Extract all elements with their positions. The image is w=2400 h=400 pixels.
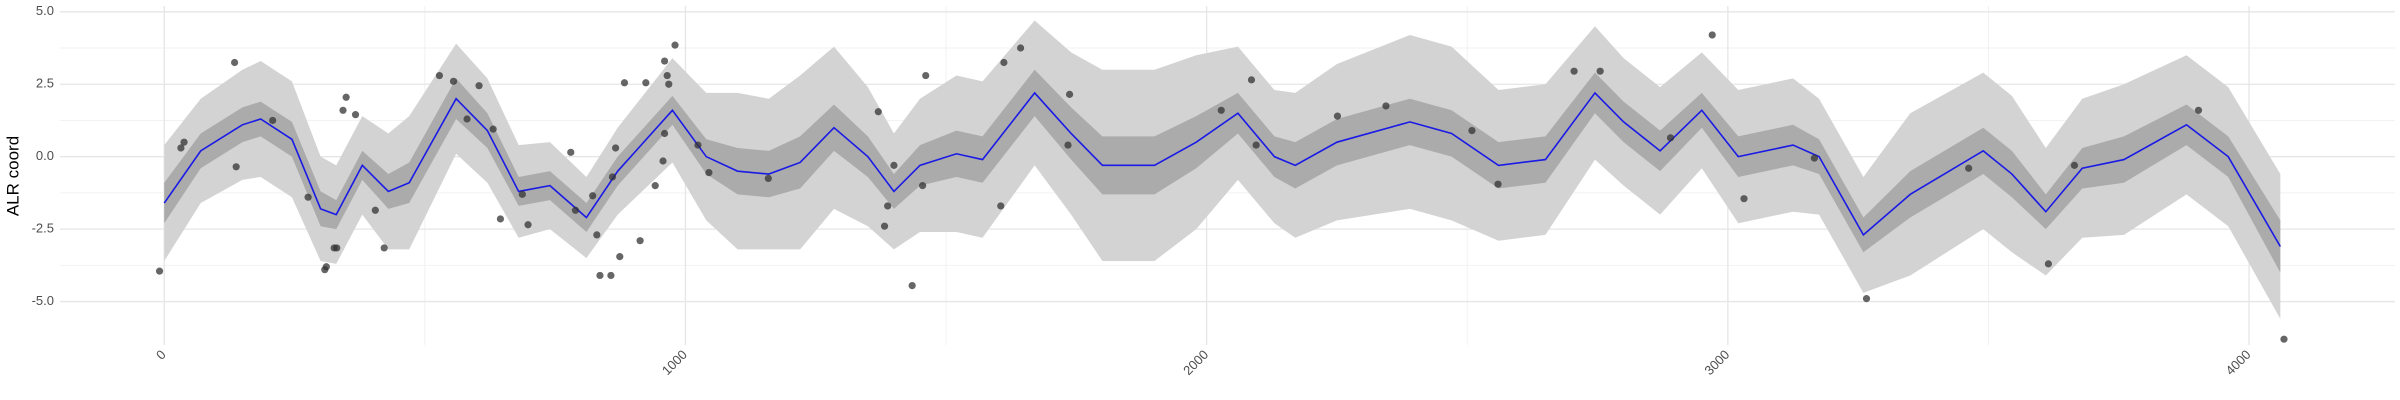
data-point [764,174,772,182]
data-point [918,182,927,190]
data-point [2194,106,2203,114]
data-point [671,41,679,49]
data-point [1247,76,1256,84]
data-point [705,169,713,177]
data-point [1810,154,1818,162]
y-tick-label: -5.0 [32,293,54,308]
data-point [890,161,898,169]
data-point [1016,44,1025,52]
data-point [463,115,471,123]
data-point [593,231,601,239]
data-point [1596,67,1604,75]
data-point [1965,164,1973,172]
data-point [567,148,575,156]
x-tick-label: 2000 [1180,347,1211,378]
data-point [475,82,483,90]
data-point [2044,260,2052,268]
data-point [371,206,379,214]
data-point [636,237,644,245]
data-point [612,144,620,152]
data-point [342,93,350,101]
data-point [607,271,615,280]
data-point [435,71,444,80]
data-point [997,202,1005,210]
data-point [642,79,650,87]
data-point [596,271,604,280]
data-point [1217,106,1225,114]
data-point [269,116,277,125]
data-point [1064,141,1072,149]
data-point [571,206,580,214]
data-point [608,173,617,181]
data-point [1252,141,1260,149]
data-point [1740,195,1748,203]
data-point [665,80,673,88]
data-point [496,215,505,223]
data-point [694,141,702,149]
data-point [2070,161,2079,169]
data-point [659,157,667,165]
data-point [1382,102,1390,110]
data-point [651,182,659,190]
data-point [1862,295,1871,303]
mean-line [163,91,2282,247]
y-tick-label: 2.5 [36,76,54,91]
data-point [339,106,347,114]
data-point [1494,180,1502,188]
data-point [180,138,188,146]
data-point [1708,31,1716,39]
data-point [880,222,889,230]
y-tick-label: -2.5 [32,221,54,236]
data-point [663,71,671,80]
data-point [874,108,882,116]
data-point [589,192,597,200]
data-point [524,221,532,229]
data-point [1570,67,1578,75]
data-point [231,58,239,67]
data-point [304,193,312,201]
data-point [660,57,669,65]
data-point [884,202,892,210]
x-tick-label: 4000 [2223,347,2254,378]
y-axis-label: ALR coord [3,136,22,216]
data-point [333,244,341,252]
data-point [380,244,388,252]
x-tick-label: 3000 [1701,347,1732,378]
data-point [1065,90,1074,98]
y-tick-label: 5.0 [36,3,54,18]
data-point [1333,112,1342,120]
data-point [351,111,360,119]
data-point [922,71,930,80]
data-point [177,144,185,152]
data-point [620,79,629,87]
data-point [449,77,458,85]
data-point [322,263,330,271]
data-point [518,190,526,198]
data-point [908,282,916,290]
data-point [1468,126,1476,135]
data-point [489,125,497,133]
data-point [616,253,624,261]
data-point [660,129,669,138]
data-point [155,267,164,275]
y-tick-label: 0.0 [36,148,54,163]
data-point [232,163,240,171]
x-tick-label: 1000 [659,347,690,378]
data-point [1000,58,1008,67]
data-point [2280,335,2288,343]
data-point [1666,134,1675,142]
outer-interval [164,20,2281,319]
x-tick-label: 0 [153,347,169,363]
